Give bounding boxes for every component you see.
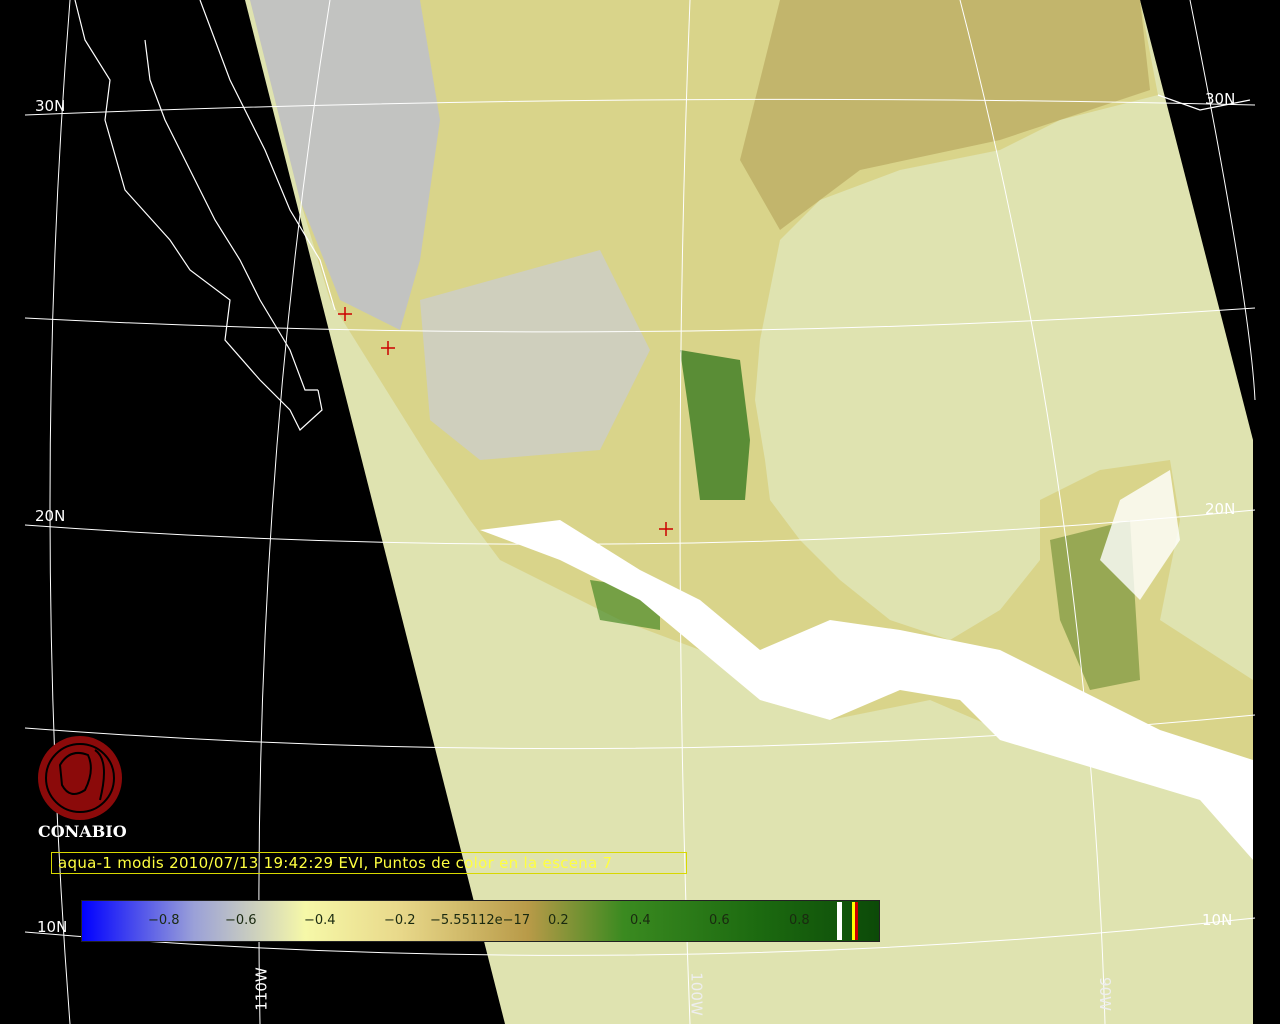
- cloud-white: [480, 520, 1253, 860]
- marker-cross-3: [659, 522, 673, 536]
- lat-label-20n-right: 20N: [1205, 500, 1236, 518]
- land-olive: [740, 0, 1150, 230]
- logo-text: CONABIO: [38, 822, 127, 841]
- colorbar-tick: −0.4: [304, 913, 336, 928]
- marker-cross-1: [338, 307, 352, 321]
- lon-110w: [258, 0, 331, 1024]
- cloud-white-2: [1100, 470, 1180, 600]
- gulf-coast-us: [1157, 94, 1251, 111]
- lat-15n: [24, 714, 1256, 750]
- lat-25n: [24, 307, 1256, 333]
- land-blue-tint: [250, 0, 440, 330]
- lon-label-100w: 100W: [687, 972, 706, 1016]
- baja-california-east-coast: [144, 39, 318, 391]
- lat-label-30n-right: 30N: [1205, 90, 1236, 108]
- land-blue-tint-2: [420, 250, 650, 460]
- conabio-logo: [38, 736, 122, 820]
- lat-30n: [24, 98, 1256, 116]
- coastline: [74, 0, 1251, 431]
- colorbar-red-swatch: [855, 902, 858, 940]
- vegetation-green: [680, 350, 750, 500]
- colorbar-tick: 0.4: [630, 913, 651, 928]
- colorbar-tick: −0.2: [384, 913, 416, 928]
- colorbar-tick: −0.8: [148, 913, 180, 928]
- markers: [338, 307, 673, 536]
- sonora-coast: [199, 0, 336, 311]
- colorbar-tick: 0.6: [709, 913, 730, 928]
- land-north: [250, 0, 1253, 860]
- lon-90w: [959, 0, 1106, 1024]
- colorbar-tick: −0.6: [225, 913, 257, 928]
- colorbar-tick: 0.8: [789, 913, 810, 928]
- colorbar: −0.8 −0.6 −0.4 −0.2 −5.55112e−17 0.2 0.4…: [81, 900, 880, 942]
- marker-cross-2: [381, 341, 395, 355]
- lon-85w: [1189, 0, 1256, 401]
- colorbar-white-swatch: [837, 902, 842, 940]
- lat-label-30n-left: 30N: [35, 97, 66, 115]
- colorbar-yellow-swatch: [852, 902, 855, 940]
- lon-label-90w: 90W: [1095, 977, 1114, 1011]
- scene-caption: aqua-1 modis 2010/07/13 19:42:29 EVI, Pu…: [51, 852, 687, 874]
- lon-100w: [679, 0, 691, 1024]
- lon-label-110w: 110W: [252, 967, 271, 1011]
- lon-115w: [49, 0, 71, 1024]
- lat-label-10n-left: 10N: [37, 918, 68, 936]
- lat-20n: [24, 509, 1256, 545]
- colorbar-tick: 0.2: [548, 913, 569, 928]
- lat-label-10n-right: 10N: [1202, 911, 1233, 929]
- graticule: [24, 0, 1256, 1024]
- colorbar-tick: −5.55112e−17: [430, 913, 531, 928]
- lat-10n: [24, 917, 1256, 956]
- lat-label-20n-left: 20N: [35, 507, 66, 525]
- baja-california-west-coast: [74, 0, 323, 431]
